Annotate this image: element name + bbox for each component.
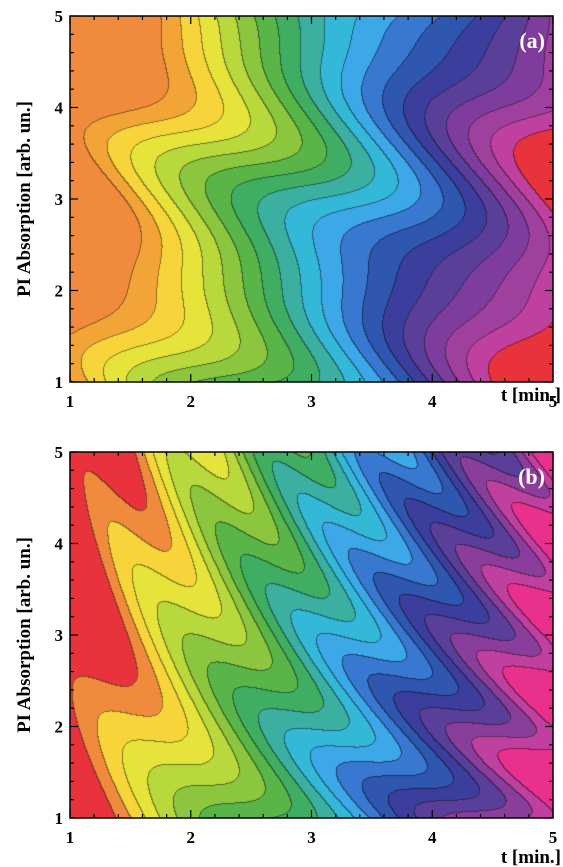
contour-field-b: [70, 452, 553, 818]
contour-image: [70, 16, 553, 382]
x-tick-label: 3: [307, 392, 316, 411]
y-axis-title: PI Absorption [arb. un.]: [14, 101, 35, 297]
ticks-b: [69, 451, 554, 819]
y-tick-label: 2: [55, 282, 64, 301]
x-tick-label: 1: [66, 828, 75, 847]
x-tick-label: 4: [428, 828, 437, 847]
x-tick-label: 3: [307, 828, 316, 847]
y-tick-label: 1: [55, 809, 64, 828]
ticks-a: [69, 15, 554, 383]
x-tick-label: 1: [66, 392, 75, 411]
y-tick-label: 4: [55, 99, 64, 118]
x-tick-label: 4: [428, 392, 437, 411]
y-tick-label: 5: [55, 7, 64, 26]
y-axis-title: PI Absorption [arb. un.]: [14, 537, 35, 733]
y-tick-label: 4: [55, 535, 64, 554]
x-axis-title: t [min.]: [501, 385, 561, 406]
contour-plot-b: 1 2 3 4 5 1 2 3 4 5 t [min.] PI Absorpti…: [14, 443, 561, 867]
y-tick-label: 3: [55, 190, 64, 209]
contour-field-a: [70, 16, 553, 382]
y-tick-label: 3: [55, 626, 64, 645]
x-axis-title: t [min.]: [501, 847, 561, 867]
x-tick-label: 5: [549, 828, 558, 847]
panel-label: (b): [518, 464, 545, 489]
contour-plot-a: 1 2 3 4 5 1 2 3 4 5 t [min.] PI Absorpti…: [14, 7, 561, 411]
contour-image: [70, 452, 553, 818]
x-tick-label: 2: [187, 828, 196, 847]
panel-label: (a): [519, 28, 545, 53]
y-tick-label: 1: [55, 373, 64, 392]
y-tick-label: 5: [55, 443, 64, 462]
x-tick-label: 5: [549, 392, 558, 411]
x-tick-label: 2: [187, 392, 196, 411]
y-tick-label: 2: [55, 718, 64, 737]
